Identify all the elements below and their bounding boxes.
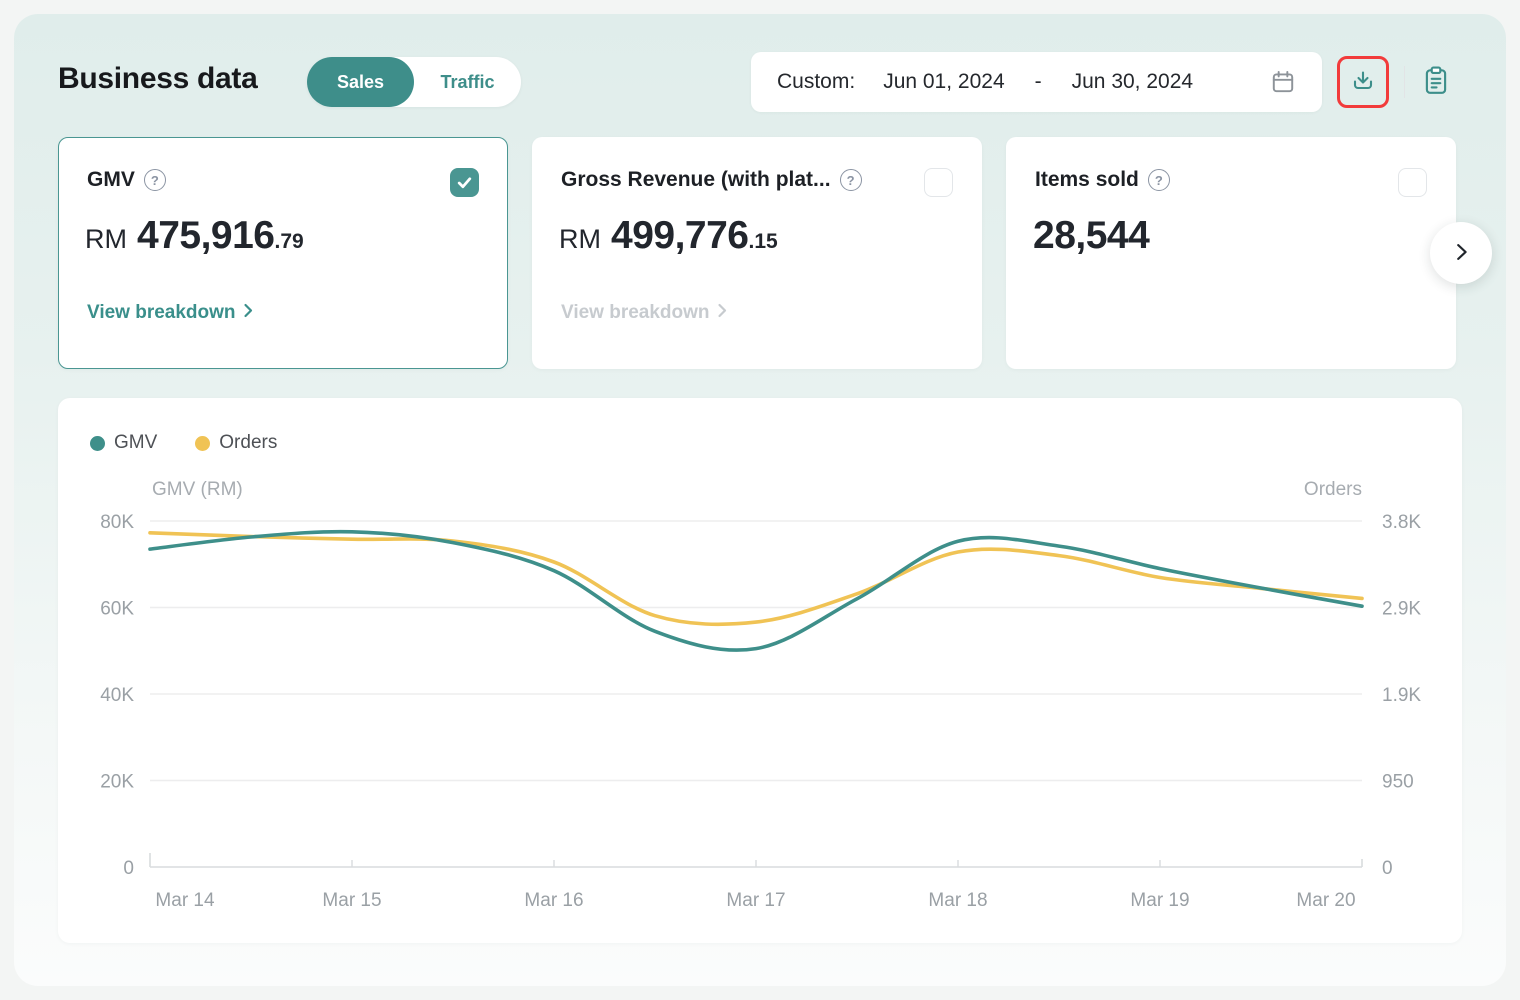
chevron-right-icon (243, 302, 253, 324)
x-axis-label: Mar 20 (1296, 890, 1355, 911)
business-data-panel: Business data Sales Traffic Custom: Jun … (14, 14, 1506, 986)
metric-title: Gross Revenue (with plat... (561, 168, 831, 191)
download-button[interactable] (1337, 56, 1389, 108)
x-axis-label: Mar 19 (1130, 890, 1189, 911)
gross-revenue-checkbox[interactable] (924, 168, 953, 197)
trend-chart-card: GMV Orders 80K 3.8K 60K 2.9K 40K 1.9K 20K 950 0 0… (58, 398, 1462, 943)
report-button[interactable] (1414, 62, 1458, 102)
items-sold-checkbox[interactable] (1398, 168, 1427, 197)
metric-title: Items sold (1035, 168, 1139, 191)
dual-axis-line-chart: 80K 3.8K 60K 2.9K 40K 1.9K 20K 950 0 0 GMV (RM) Ord… (100, 479, 1421, 911)
metric-card-gmv[interactable]: GMV ? RM 475,916.79 View breakdown (58, 137, 508, 369)
next-cards-button[interactable] (1430, 222, 1492, 284)
legend-item-orders[interactable]: Orders (195, 432, 277, 454)
metric-card-items-sold[interactable]: Items sold ? 28,544 (1006, 137, 1456, 369)
help-icon[interactable]: ? (839, 169, 862, 191)
date-range-picker[interactable]: Custom: Jun 01, 2024 - Jun 30, 2024 (751, 52, 1322, 112)
x-axis-label: Mar 17 (726, 890, 785, 911)
end-date[interactable]: Jun 30, 2024 (1071, 70, 1194, 93)
left-axis-title: GMV (RM) (152, 479, 243, 500)
x-axis-label: Mar 16 (524, 890, 583, 911)
legend-item-gmv[interactable]: GMV (90, 432, 157, 454)
y-axis-left-tick: 0 (123, 858, 134, 879)
clipboard-icon (1423, 66, 1449, 99)
help-icon[interactable]: ? (143, 169, 166, 191)
metric-card-gross-revenue[interactable]: Gross Revenue (with plat... ? RM 499,776.… (532, 137, 982, 369)
metric-value: RM 499,776.15 (559, 214, 778, 257)
view-breakdown-link-disabled: View breakdown (561, 302, 727, 324)
gmv-line (148, 529, 1364, 652)
download-icon (1351, 69, 1375, 96)
orders-line (148, 531, 1364, 627)
calendar-icon (1270, 69, 1296, 95)
metric-value: RM 475,916.79 (85, 214, 304, 257)
y-axis-right-tick: 950 (1382, 772, 1414, 793)
y-axis-left-tick: 40K (100, 685, 134, 706)
tab-sales[interactable]: Sales (307, 57, 414, 107)
y-axis-left-tick: 20K (100, 772, 134, 793)
orders-legend-dot-icon (195, 435, 211, 451)
metric-value: 28,544 (1033, 214, 1150, 257)
x-axis-label: Mar 14 (155, 890, 215, 911)
y-axis-right-tick: 1.9K (1382, 685, 1421, 706)
date-separator: - (1034, 70, 1042, 93)
chevron-right-icon (1450, 241, 1472, 266)
right-axis-title: Orders (1304, 479, 1362, 500)
chart-legend: GMV Orders (90, 432, 277, 454)
chevron-right-icon (717, 302, 727, 324)
metric-title: GMV (87, 168, 135, 191)
tab-traffic[interactable]: Traffic (414, 57, 521, 107)
x-axis-label: Mar 18 (928, 890, 987, 911)
page-title: Business data (58, 62, 258, 95)
y-axis-right-tick: 0 (1382, 858, 1393, 879)
help-icon[interactable]: ? (1147, 169, 1170, 191)
y-axis-right-tick: 3.8K (1382, 512, 1421, 533)
date-range-label: Custom: (777, 70, 856, 93)
y-axis-right-tick: 2.9K (1382, 599, 1421, 620)
x-axis-label: Mar 15 (322, 890, 381, 911)
view-breakdown-link[interactable]: View breakdown (87, 302, 253, 324)
gmv-checkbox[interactable] (450, 168, 479, 197)
toolbar-divider (1404, 66, 1405, 98)
start-date[interactable]: Jun 01, 2024 (883, 70, 1005, 93)
y-axis-left-tick: 80K (100, 512, 134, 533)
sales-traffic-toggle: Sales Traffic (307, 57, 521, 107)
gmv-legend-dot-icon (90, 435, 105, 451)
y-axis-left-tick: 60K (100, 599, 134, 620)
